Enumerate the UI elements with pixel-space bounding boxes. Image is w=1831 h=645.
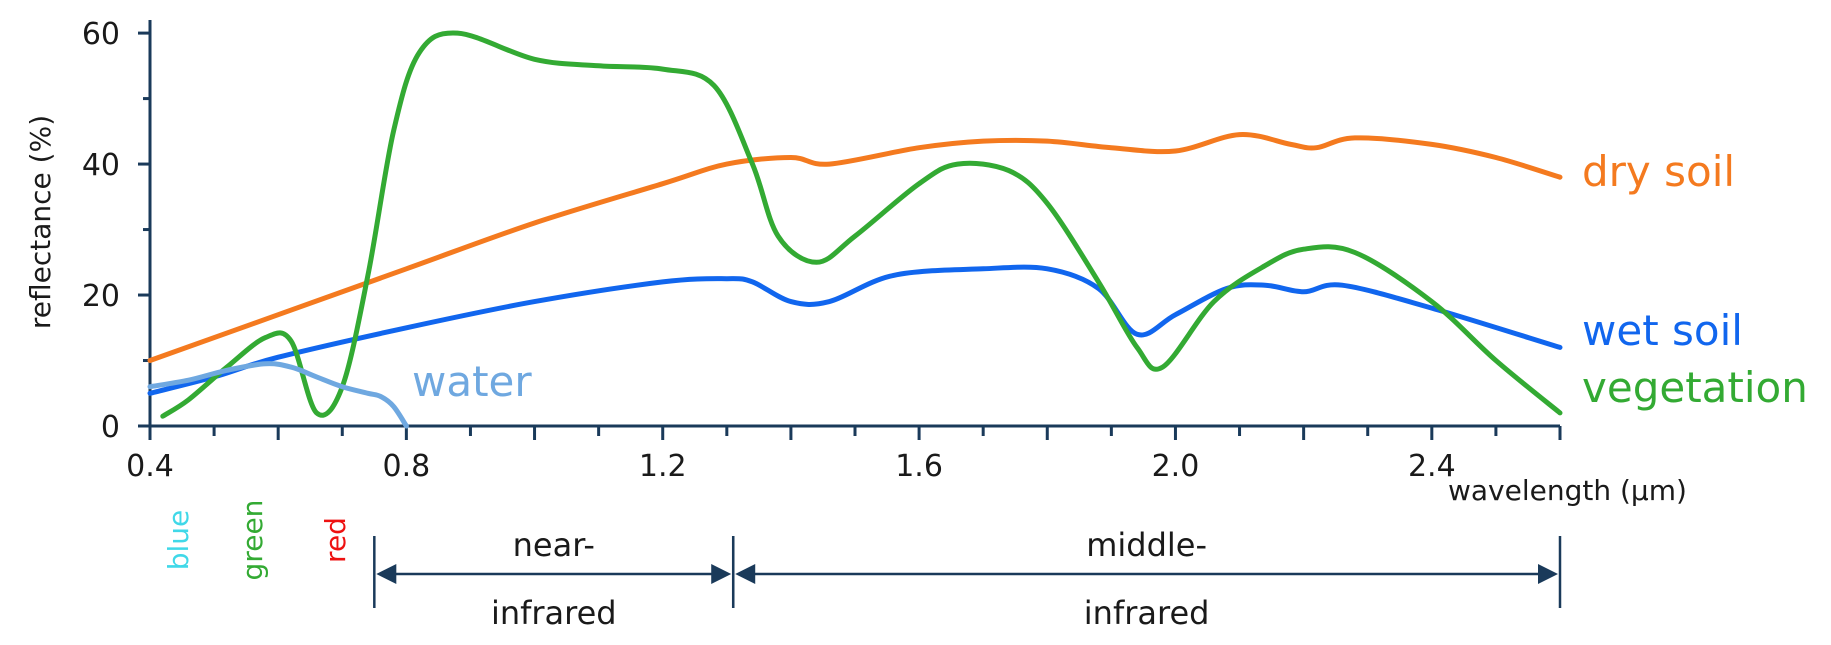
chart-axes bbox=[148, 20, 1560, 430]
region-middle-infrared: middle-infrared bbox=[731, 526, 1562, 632]
x-tick-label: 2.0 bbox=[1152, 449, 1200, 484]
y-tick-label: 60 bbox=[82, 17, 120, 52]
series-label-dry-soil: dry soil bbox=[1582, 147, 1735, 196]
x-tick-label: 2.4 bbox=[1408, 449, 1456, 484]
band-label-green: green bbox=[236, 500, 269, 581]
x-tick-label: 0.8 bbox=[383, 449, 431, 484]
x-ticks: 0.4 0.8 1.2 1.6 2.0 2.4 bbox=[126, 426, 1562, 484]
series-label-water: water bbox=[412, 357, 532, 406]
y-tick-label: 40 bbox=[82, 148, 120, 183]
region-arrow-head-left bbox=[735, 564, 756, 584]
y-tick-label: 0 bbox=[101, 410, 120, 445]
x-tick-label: 1.2 bbox=[639, 449, 687, 484]
series-line-water bbox=[147, 361, 409, 429]
series-line-vegetation bbox=[160, 30, 1563, 419]
color-band-labels: blue green red bbox=[162, 500, 352, 581]
x-tick-label: 0.4 bbox=[126, 449, 174, 484]
band-label-blue: blue bbox=[162, 510, 195, 571]
region-label-line2: infrared bbox=[1084, 594, 1210, 632]
y-axis-title: reflectance (%) bbox=[24, 115, 57, 329]
series-label-wet-soil: wet soil bbox=[1582, 306, 1743, 355]
x-axis-title: wavelength (μm) bbox=[1448, 474, 1687, 507]
region-arrow-head-right bbox=[1538, 564, 1558, 584]
series-label-vegetation: vegetation bbox=[1582, 363, 1808, 412]
series-lines bbox=[147, 30, 1563, 429]
x-tick-label: 1.6 bbox=[895, 449, 943, 484]
series-labels: dry soil wet soil vegetation water bbox=[412, 147, 1808, 412]
region-arrow-head-right bbox=[711, 564, 732, 584]
region-label-line1: near- bbox=[513, 526, 595, 564]
series-line-dry-soil bbox=[147, 132, 1563, 363]
region-near-infrared: near-infrared bbox=[373, 526, 735, 632]
y-tick-label: 20 bbox=[82, 279, 120, 314]
band-label-red: red bbox=[319, 517, 352, 563]
region-arrow-head-left bbox=[376, 564, 397, 584]
y-ticks: 0 20 40 60 bbox=[82, 17, 150, 445]
series-line-wet-soil bbox=[147, 264, 1563, 396]
region-label-line2: infrared bbox=[491, 594, 617, 632]
region-label-line1: middle- bbox=[1086, 526, 1207, 564]
